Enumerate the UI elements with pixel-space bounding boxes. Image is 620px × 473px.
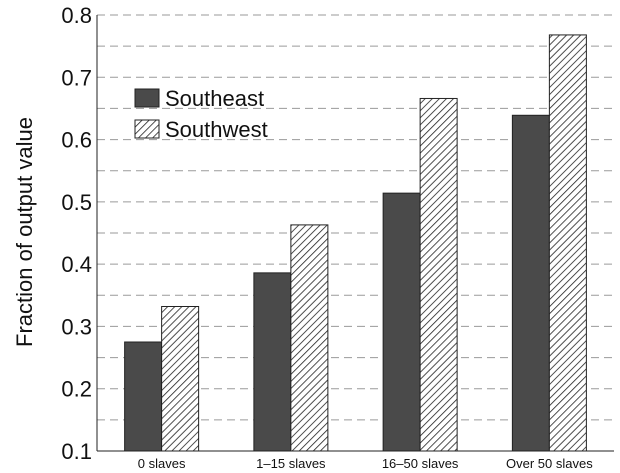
bar-southwest-1 <box>290 224 329 452</box>
legend-label-southwest: Southwest <box>165 117 268 142</box>
bar-southeast-2 <box>382 192 421 452</box>
bar-southwest-0 <box>161 305 200 452</box>
legend-swatch-southeast <box>134 88 160 108</box>
y-tick-label: 0.2 <box>61 377 92 402</box>
legend: Southeast Southwest <box>134 86 268 142</box>
category-labels: 0 slaves 1–15 slaves 16–50 slaves Over 50 s… <box>138 456 593 471</box>
y-tick-label: 0.5 <box>61 190 92 215</box>
legend-label-southeast: Southeast <box>165 86 264 111</box>
x-category-label: 1–15 slaves <box>256 456 326 471</box>
bars <box>124 34 587 452</box>
y-tick-label: 0.4 <box>61 252 92 277</box>
bar-southeast-1 <box>253 272 292 452</box>
y-tick-labels: 0.1 0.2 0.3 0.4 0.5 0.6 0.7 0.8 <box>61 3 92 464</box>
y-tick-label: 0.1 <box>61 439 92 464</box>
bar-southeast-0 <box>124 341 163 452</box>
bar-southeast-3 <box>511 114 550 452</box>
bar-southwest-3 <box>548 34 587 452</box>
bar-southwest-2 <box>419 97 458 452</box>
legend-swatch-southwest <box>134 119 160 139</box>
x-category-label: Over 50 slaves <box>506 456 593 471</box>
y-tick-label: 0.8 <box>61 3 92 28</box>
x-category-label: 0 slaves <box>138 456 186 471</box>
y-tick-label: 0.6 <box>61 128 92 153</box>
y-tick-label: 0.7 <box>61 65 92 90</box>
y-tick-label: 0.3 <box>61 314 92 339</box>
y-axis-label: Fraction of output value <box>12 117 37 347</box>
x-category-label: 16–50 slaves <box>382 456 459 471</box>
